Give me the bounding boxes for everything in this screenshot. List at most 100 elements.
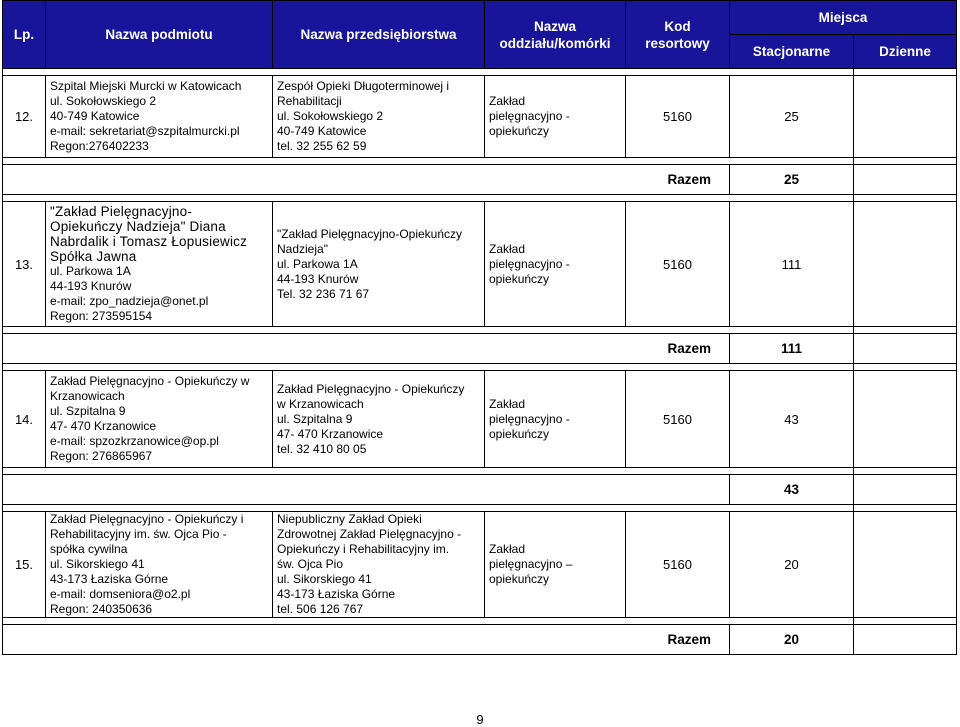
header-kod-line1: Kod [664,18,691,34]
page-number: 9 [476,712,484,727]
przedsiebiorstwo-line: Rehabilitacji [277,94,342,108]
przedsiebiorstwo-line: Opiekuńczy i Rehabilitacyjny im. [277,542,450,556]
podmiot-line: Zakład Pielęgnacyjno - Opiekuńczy i [50,512,244,526]
row-kod: 5160 [625,201,730,327]
row-oddzial: Zakład pielęgnacyjno - opiekuńczy [484,201,626,327]
row-stacjonarne: 43 [729,370,854,468]
podmiot-line: 40-749 Katowice [50,109,140,123]
row-lp: 12. [2,75,46,158]
row-podmiot: Szpital Miejski Murcki w Katowicach ul. … [45,75,273,158]
przedsiebiorstwo-line: Nadzieja" [277,241,328,256]
row-oddzial: Zakład pielęgnacyjno – opiekuńczy [484,511,626,618]
razem-label: Razem [2,624,730,655]
podmiot-line: e-mail: spzozkrzanowice@op.pl [50,434,219,448]
podmiot-line: Opiekuńczy Nadzieja" Diana [50,219,226,234]
header-miejsca: Miejsca [729,0,957,35]
razem-value: 111 [729,333,854,364]
row-lp: 13. [2,201,46,327]
row-dzienne [853,511,957,618]
podmiot-line: ul. Szpitalna 9 [50,404,126,418]
podmiot-line: Regon: 240350636 [50,602,153,616]
totals-row: Razem 25 [2,164,957,195]
razem-label: Razem [2,333,730,364]
header-oddzial-line2: oddziału/komórki [499,35,611,51]
podmiot-line: Regon: 276865967 [50,449,153,463]
podmiot-line: "Zakład Pielęgnacyjno- [50,204,193,219]
razem-value: 25 [729,164,854,195]
przedsiebiorstwo-line: tel. 32 255 62 59 [277,139,367,153]
przedsiebiorstwo-line: Zespół Opieki Długoterminowej i [277,79,450,93]
row-podmiot: Zakład Pielęgnacyjno - Opiekuńczy w Krza… [45,370,273,468]
table-row: 15. Zakład Pielęgnacyjno - Opiekuńczy i … [2,511,957,618]
row-przedsiebiorstwo: Zespół Opieki Długoterminowej i Rehabili… [272,75,485,158]
przedsiebiorstwo-line: ul. Szpitalna 9 [277,411,353,426]
row-oddzial: Zakład pielęgnacyjno - opiekuńczy [484,370,626,468]
razem-empty [853,164,957,195]
razem-empty [853,474,957,505]
row-lp: 15. [2,511,46,618]
oddzial-line: Zakład [489,241,526,256]
przedsiebiorstwo-line: tel. 32 410 80 05 [277,441,367,456]
podmiot-line: spółka cywilna [50,542,128,556]
podmiot-line: 43-173 Łaziska Górne [50,572,169,586]
podmiot-line: Nabrdalik i Tomasz Łopusiewicz [50,234,248,249]
oddzial-line: Zakład [489,542,526,556]
razem-label [2,474,730,505]
row-stacjonarne: 111 [729,201,854,327]
podmiot-line: Szpital Miejski Murcki w Katowicach [50,79,242,93]
header-row: Lp. Nazwa podmiotu Nazwa przedsiębiorstw… [2,0,957,69]
header-stacjonarne: Stacjonarne [729,34,854,69]
razem-value: 20 [729,624,854,655]
podmiot-line: Regon:276402233 [50,139,149,153]
przedsiebiorstwo-line: ul. Sokołowskiego 2 [277,109,384,123]
oddzial-line: opiekuńczy [489,271,550,286]
przedsiebiorstwo-line: "Zakład Pielęgnacyjno-Opiekuńczy [277,226,463,241]
podmiot-line: Zakład Pielęgnacyjno - Opiekuńczy w [50,374,250,388]
przedsiebiorstwo-line: Zdrowotnej Zakład Pielęgnacyjno - [277,527,462,541]
podmiot-line: 44-193 Knurów [50,279,132,293]
row-stacjonarne: 25 [729,75,854,158]
oddzial-line: pielęgnacyjno - [489,256,570,271]
podmiot-line: 47- 470 Krzanowice [50,419,157,433]
row-przedsiebiorstwo: Niepubliczny Zakład Opieki Zdrowotnej Za… [272,511,485,618]
totals-row: Razem 111 [2,333,957,364]
row-dzienne [853,370,957,468]
register-table: Lp. Nazwa podmiotu Nazwa przedsiębiorstw… [2,0,957,655]
podmiot-line: ul. Sikorskiego 41 [50,557,145,571]
podmiot-line: ul. Sokołowskiego 2 [50,94,157,108]
oddzial-line: opiekuńczy [489,572,550,586]
header-dzienne: Dzienne [853,34,957,69]
podmiot-line: e-mail: sekretariat@szpitalmurcki.pl [50,124,240,138]
header-subrow: Stacjonarne Dzienne [3,34,957,69]
row-kod: 5160 [625,75,730,158]
row-przedsiebiorstwo: Zakład Pielęgnacyjno - Opiekuńczy w Krza… [272,370,485,468]
przedsiebiorstwo-line: ul. Parkowa 1A [277,256,358,271]
oddzial-line: Zakład [489,94,526,108]
przedsiebiorstwo-line: Niepubliczny Zakład Opieki [277,512,422,526]
row-stacjonarne: 20 [729,511,854,618]
oddzial-line: opiekuńczy [489,426,550,441]
row-dzienne [853,201,957,327]
razem-label: Razem [2,164,730,195]
totals-row: Razem 20 [2,624,957,655]
przedsiebiorstwo-line: 47- 470 Krzanowice [277,426,384,441]
przedsiebiorstwo-line: Tel. 32 236 71 67 [277,286,370,301]
row-lp: 14. [2,370,46,468]
przedsiebiorstwo-line: 44-193 Knurów [277,271,359,286]
row-oddzial: Zakład pielęgnacyjno - opiekuńczy [484,75,626,158]
przedsiebiorstwo-line: tel. 506 126 767 [277,602,364,616]
oddzial-line: Zakład [489,396,526,411]
header-oddzial-line1: Nazwa [533,18,577,34]
przedsiebiorstwo-line: 43-173 Łaziska Górne [277,587,396,601]
przedsiebiorstwo-line: 40-749 Katowice [277,124,367,138]
przedsiebiorstwo-line: w Krzanowicach [277,396,364,411]
przedsiebiorstwo-line: ul. Sikorskiego 41 [277,572,372,586]
przedsiebiorstwo-line: Zakład Pielęgnacyjno - Opiekuńczy [277,381,465,396]
podmiot-line: e-mail: domseniora@o2.pl [50,587,191,601]
podmiot-line: Krzanowicach [50,389,125,403]
table-row: 14. Zakład Pielęgnacyjno - Opiekuńczy w … [2,370,957,468]
oddzial-line: pielęgnacyjno - [489,109,570,123]
header-przedsiebiorstwo: Nazwa przedsiębiorstwa [272,0,485,69]
header-kod-line2: resortowy [645,35,710,51]
row-podmiot: Zakład Pielęgnacyjno - Opiekuńczy i Reha… [45,511,273,618]
